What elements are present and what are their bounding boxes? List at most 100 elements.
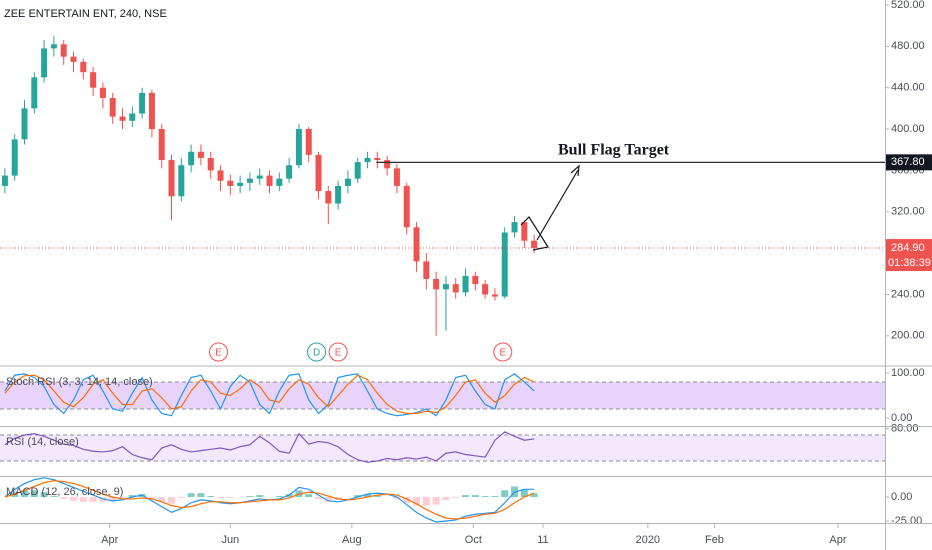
candle-body	[80, 61, 87, 73]
histogram-bar	[21, 490, 29, 498]
pane-title: MACD (12, 26, close, 9)	[6, 486, 123, 498]
candle-body	[482, 284, 489, 295]
histogram-bar	[520, 489, 528, 498]
candle-body	[246, 178, 253, 183]
candle-body	[217, 170, 224, 181]
histogram-bar	[403, 497, 411, 503]
pane	[0, 373, 885, 417]
indicator-line	[4, 373, 535, 417]
candle-body	[168, 160, 175, 197]
candle-body	[462, 275, 469, 293]
histogram-bar	[207, 496, 215, 498]
histogram-bar	[462, 495, 470, 498]
candle-body	[148, 92, 155, 130]
histogram-bar	[177, 497, 185, 498]
x-tick-label: Oct	[465, 534, 482, 546]
candle-body	[207, 157, 214, 171]
candle-body	[354, 162, 361, 179]
histogram-bar	[413, 497, 421, 506]
candle-body	[158, 129, 165, 161]
candle-body	[286, 165, 293, 179]
candle-body	[364, 157, 371, 163]
annotation: Bull Flag Target	[558, 142, 670, 159]
histogram-bar	[256, 495, 264, 498]
candle-body	[452, 284, 459, 293]
band	[0, 435, 885, 462]
candle-body	[315, 154, 322, 192]
histogram-bar	[373, 495, 381, 498]
countdown: 01:38:39	[888, 257, 931, 269]
event-marker	[209, 342, 229, 362]
candle-body	[21, 108, 28, 140]
histogram-bar	[40, 492, 48, 498]
histogram-bar	[275, 496, 283, 498]
candle-body	[188, 151, 195, 166]
y-tick-label: 100.00	[891, 367, 925, 379]
candle-body	[276, 178, 283, 186]
histogram-bar	[471, 495, 479, 498]
candle-body	[237, 182, 244, 186]
candle-body	[99, 87, 106, 99]
pattern-drawing	[520, 164, 580, 251]
event-label: E	[335, 348, 342, 359]
event-marker	[328, 342, 348, 362]
histogram-bar	[491, 496, 499, 498]
last-price-box	[885, 239, 932, 272]
candle-body	[70, 56, 77, 62]
candle-body	[413, 227, 420, 262]
candle-body	[433, 278, 440, 290]
y-tick-label: 400.00	[891, 123, 925, 135]
x-tick-label: Apr	[829, 534, 846, 546]
candle-body	[511, 222, 518, 233]
y-tick-label: 440.00	[891, 82, 925, 94]
indicator-line	[4, 374, 535, 415]
pane-title: RSI (14, close)	[6, 436, 79, 448]
candle-body	[423, 261, 430, 279]
histogram-bar	[481, 496, 489, 498]
y-tick-label: 520.00	[891, 0, 925, 11]
histogram-bar	[324, 497, 332, 502]
histogram-bar	[530, 493, 538, 498]
pane	[4, 477, 538, 523]
histogram-bar	[89, 497, 97, 502]
candle-body	[335, 185, 342, 204]
candle-body	[393, 168, 400, 186]
candle-body	[344, 178, 351, 186]
y-tick-label: 320.00	[891, 206, 925, 218]
candle-body	[60, 44, 67, 57]
x-tick-label: Feb	[705, 534, 724, 546]
candle-body	[325, 191, 332, 204]
histogram-bar	[109, 497, 117, 501]
histogram-bar	[119, 497, 127, 498]
candle-body	[139, 92, 146, 114]
candle-body	[178, 165, 185, 197]
indicator-line	[4, 431, 535, 463]
histogram-bar	[187, 493, 195, 498]
y-tick-label: 480.00	[891, 40, 925, 52]
histogram-bar	[197, 493, 205, 498]
histogram-bar	[364, 494, 372, 498]
histogram-bar	[148, 497, 156, 499]
histogram-bar	[158, 497, 166, 502]
candle-body	[472, 275, 479, 285]
chart-title: ZEE ENTERTAIN ENT, 240, NSE	[4, 8, 167, 20]
event-marker	[493, 342, 513, 362]
event-label: E	[215, 348, 222, 359]
histogram-bar	[305, 494, 313, 498]
histogram-bar	[30, 490, 38, 498]
candle-body	[501, 232, 508, 297]
candle-body	[119, 116, 126, 121]
candle-body	[266, 175, 273, 186]
histogram-bar	[393, 497, 401, 499]
candle-body	[442, 284, 449, 290]
histogram-bar	[442, 497, 450, 500]
candle-body	[1, 175, 8, 186]
candle-body	[384, 160, 391, 169]
histogram-bar	[246, 496, 254, 498]
y-tick-label: 80.00	[891, 422, 919, 434]
candle-body	[531, 240, 538, 248]
candle-body	[129, 113, 136, 121]
